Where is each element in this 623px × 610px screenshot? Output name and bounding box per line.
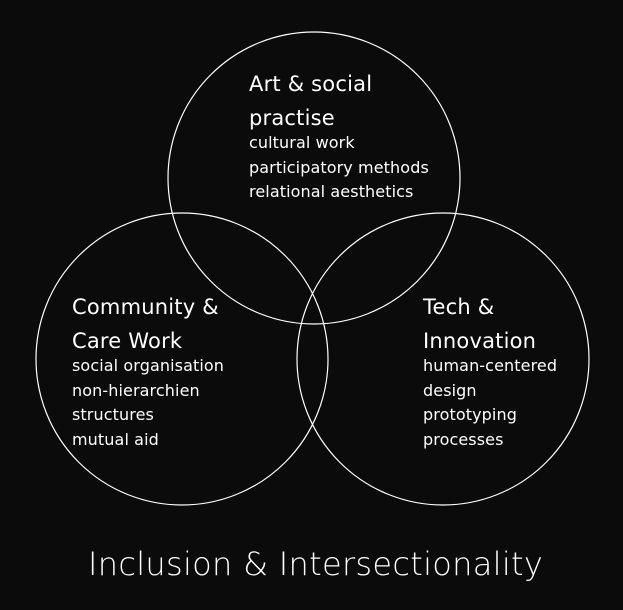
art-title-line-1: Art & social xyxy=(249,72,373,96)
community-item: mutual aid xyxy=(72,429,159,449)
tech-item: prototyping xyxy=(423,405,517,424)
label-tech-innovation: Tech & Innovation human-centered design … xyxy=(423,290,557,452)
footer-title: Inclusion & Intersectionality xyxy=(88,545,544,583)
tech-title-line-1: Tech & xyxy=(423,295,495,319)
tech-title-line-2: Innovation xyxy=(423,329,537,353)
community-title-line-2: Care Work xyxy=(72,329,183,353)
community-item: structures xyxy=(72,405,154,424)
label-art-social-practise: Art & social practise cultural work part… xyxy=(249,67,429,205)
tech-item: processes xyxy=(423,429,504,449)
art-item: participatory methods xyxy=(249,157,429,177)
circle-community-care-work xyxy=(35,212,329,506)
community-item: non-hierarchien xyxy=(72,380,200,400)
community-item: social organisation xyxy=(72,356,225,375)
art-title-line-2: practise xyxy=(249,106,335,130)
tech-item: human-centered xyxy=(423,356,558,375)
tech-item: design xyxy=(423,380,477,400)
circle-art-social-practise xyxy=(167,31,461,325)
art-item: relational aesthetics xyxy=(249,182,414,201)
art-item: cultural work xyxy=(249,133,355,152)
community-title-line-1: Community & xyxy=(72,295,219,319)
label-community-care-work: Community & Care Work social organisatio… xyxy=(72,290,224,452)
circle-tech-innovation xyxy=(296,212,590,506)
